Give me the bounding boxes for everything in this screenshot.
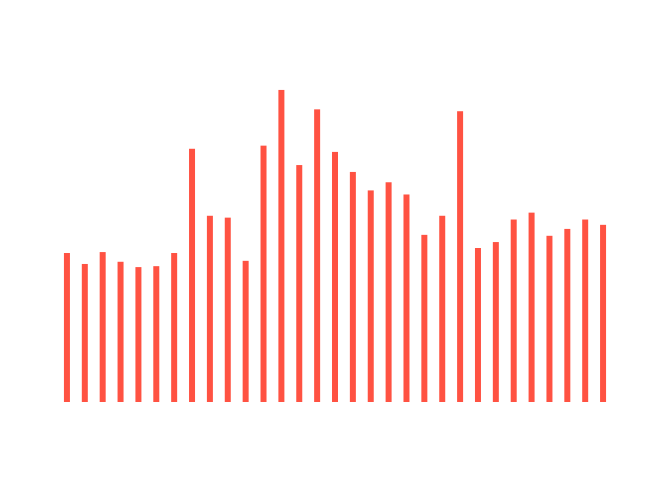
bar-3: [99, 252, 106, 402]
bar-8: [189, 148, 196, 402]
bar-27: [528, 212, 535, 402]
bar-25: [492, 242, 499, 402]
bar-19: [385, 182, 392, 402]
bar-11: [242, 260, 249, 402]
bar-7: [171, 253, 178, 402]
bar-5: [135, 267, 142, 402]
bar-15: [314, 109, 321, 402]
bar-23: [457, 111, 464, 402]
bar-31: [600, 224, 607, 402]
bar-22: [439, 215, 446, 402]
bar-18: [367, 190, 374, 402]
bar-24: [474, 248, 481, 402]
bar-1: [63, 253, 70, 402]
bar-20: [403, 194, 410, 402]
bar-2: [81, 263, 88, 402]
bar-28: [546, 235, 553, 402]
bar-13: [278, 89, 285, 402]
bar-16: [332, 151, 338, 402]
bar-10: [224, 217, 231, 402]
bar-26: [510, 219, 517, 402]
bar-6: [153, 266, 160, 402]
bar-9: [206, 215, 213, 402]
bar-17: [349, 171, 356, 402]
bar-14: [296, 165, 303, 402]
bar-29: [564, 228, 571, 402]
bar-12: [260, 145, 267, 402]
bar-4: [117, 261, 124, 402]
bars-group: [63, 89, 607, 402]
bar-30: [582, 219, 589, 402]
bar-21: [421, 234, 428, 402]
